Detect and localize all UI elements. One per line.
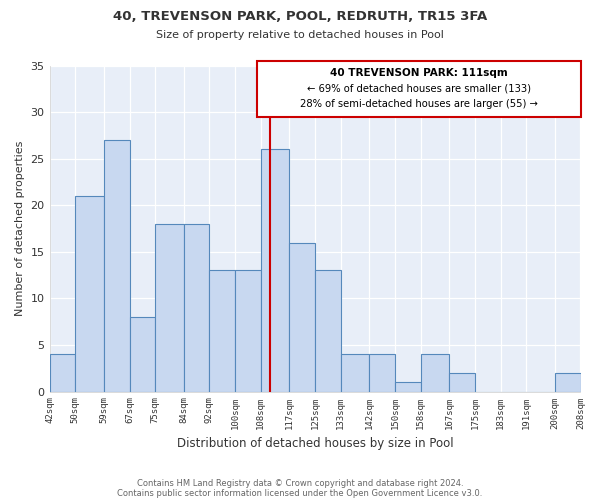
Bar	[370, 354, 395, 392]
Bar	[235, 270, 260, 392]
Text: Size of property relative to detached houses in Pool: Size of property relative to detached ho…	[156, 30, 444, 40]
Bar	[315, 270, 341, 392]
Bar	[155, 224, 184, 392]
Bar	[50, 354, 75, 392]
Bar	[555, 373, 581, 392]
Text: ← 69% of detached houses are smaller (133): ← 69% of detached houses are smaller (13…	[307, 84, 531, 94]
Bar	[341, 354, 370, 392]
Bar	[75, 196, 104, 392]
Bar	[449, 373, 475, 392]
Bar	[421, 354, 449, 392]
Text: 40, TREVENSON PARK, POOL, REDRUTH, TR15 3FA: 40, TREVENSON PARK, POOL, REDRUTH, TR15 …	[113, 10, 487, 23]
Bar	[395, 382, 421, 392]
X-axis label: Distribution of detached houses by size in Pool: Distribution of detached houses by size …	[177, 437, 454, 450]
Text: Contains public sector information licensed under the Open Government Licence v3: Contains public sector information licen…	[118, 488, 482, 498]
Text: 28% of semi-detached houses are larger (55) →: 28% of semi-detached houses are larger (…	[300, 100, 538, 110]
FancyBboxPatch shape	[257, 61, 581, 116]
Bar	[104, 140, 130, 392]
Y-axis label: Number of detached properties: Number of detached properties	[15, 141, 25, 316]
Bar	[260, 150, 289, 392]
Text: 40 TREVENSON PARK: 111sqm: 40 TREVENSON PARK: 111sqm	[330, 68, 508, 78]
Bar	[209, 270, 235, 392]
Text: Contains HM Land Registry data © Crown copyright and database right 2024.: Contains HM Land Registry data © Crown c…	[137, 478, 463, 488]
Bar	[130, 317, 155, 392]
Bar	[289, 242, 315, 392]
Bar	[184, 224, 209, 392]
